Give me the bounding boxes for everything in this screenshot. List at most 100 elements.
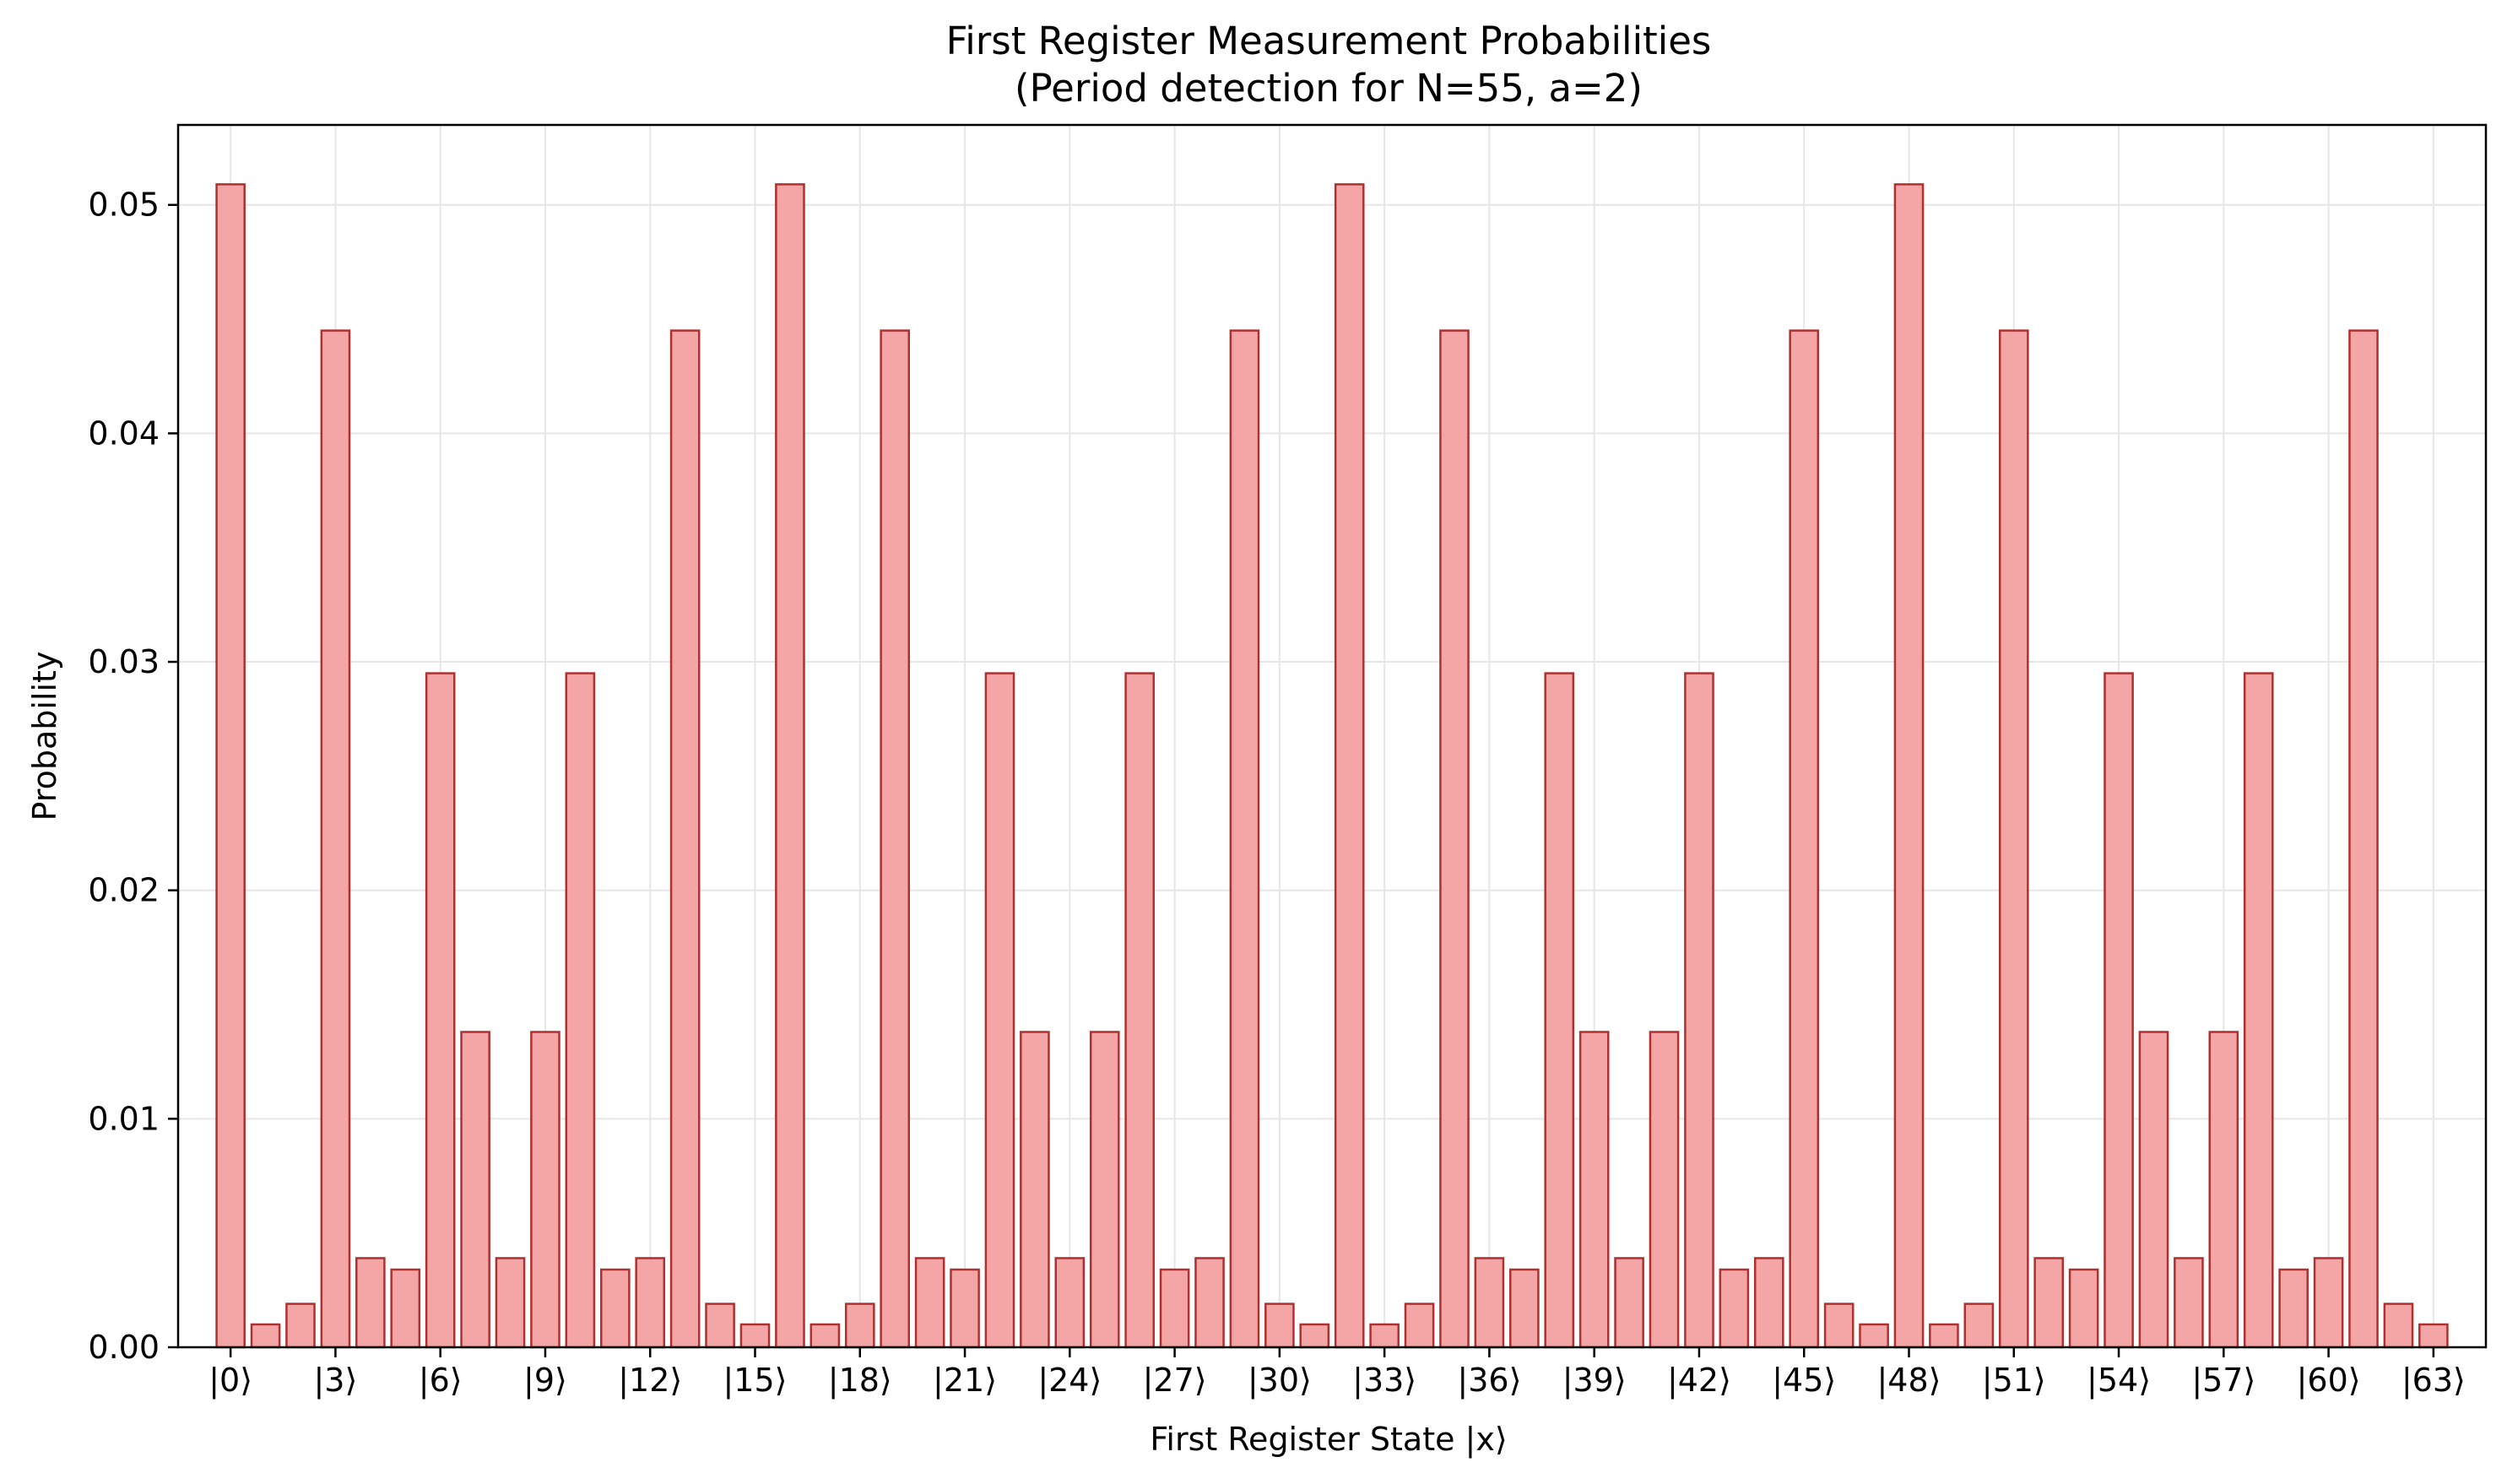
x-tick-label: |57⟩ [2191,1362,2255,1400]
bar [460,1031,490,1349]
bar [705,1303,735,1349]
bar [984,672,1015,1349]
bar [775,183,805,1349]
x-axis-label: First Register State |x⟩ [1150,1421,1507,1459]
y-axis-ticks: 0.00 0.01 0.02 0.03 0.04 0.05 [88,187,178,1366]
bar [2383,1303,2414,1349]
x-tick-label: |45⟩ [1772,1362,1836,1400]
x-tick-label: |3⟩ [314,1362,358,1400]
bar [1684,672,1714,1349]
bar [1929,1323,1959,1349]
y-tick-label: 0.04 [88,414,160,452]
bar [1054,1257,1086,1349]
bar [1369,1323,1400,1349]
bar [1859,1323,1889,1349]
bar [1509,1268,1540,1349]
plot-frame [176,123,2488,1349]
bar [1194,1257,1225,1349]
bar [1823,1303,1855,1349]
y-tick-label: 0.03 [88,643,160,680]
bar [1264,1303,1295,1349]
bar [250,1323,281,1349]
x-tick-label: |0⟩ [208,1362,252,1400]
x-tick-label: |24⟩ [1037,1362,1102,1400]
bar [1719,1268,1750,1349]
bar [2278,1268,2309,1349]
bar [1578,1031,1610,1349]
y-tick-label: 0.00 [88,1329,160,1366]
bar [2208,1031,2239,1349]
x-tick-label: |33⟩ [1352,1362,1416,1400]
bar [914,1257,945,1349]
x-tick-label: |51⟩ [1982,1362,2046,1400]
bar [2174,1257,2204,1349]
bar [1963,1303,1995,1349]
bar [844,1303,875,1349]
bar [1404,1303,1435,1349]
bar [880,329,911,1349]
bar [599,1268,631,1349]
bar [215,183,246,1349]
x-tick-label: |36⟩ [1457,1362,1521,1400]
bar [285,1303,316,1349]
x-tick-label: |42⟩ [1667,1362,1731,1400]
bar [1229,329,1260,1349]
x-tick-label: |21⟩ [933,1362,997,1400]
bar [2068,1268,2099,1349]
bar [530,1031,560,1349]
x-tick-label: |18⟩ [828,1362,892,1400]
bar [1439,329,1470,1349]
bar [809,1323,841,1349]
bar [390,1268,421,1349]
bar [2313,1257,2344,1349]
bar [1299,1323,1330,1349]
x-tick-label: |12⟩ [618,1362,682,1400]
bar [2138,1031,2169,1349]
bar [1614,1257,1644,1349]
bar [1089,1031,1120,1349]
bar [2104,672,2134,1349]
bar [425,672,456,1349]
bar [320,329,351,1349]
x-tick-label: |9⟩ [523,1362,567,1400]
x-axis-ticks: |0⟩ |3⟩ |6⟩ |9⟩ |12⟩ |15⟩ |18⟩ |21⟩ |24⟩ |27⟩ |30⟩… [208,1347,2466,1400]
bar [669,329,701,1349]
bar [565,672,596,1349]
x-tick-label: |27⟩ [1143,1362,1207,1400]
bar [950,1268,980,1349]
bar [2243,672,2274,1349]
bar [1753,1257,1784,1349]
bars [215,183,2449,1349]
bar [1649,1031,1680,1349]
chart-title: First Register Measurement Probabilities [946,19,1712,63]
bar [1789,329,1820,1349]
bar [635,1257,666,1349]
x-tick-label: |30⟩ [1248,1362,1312,1400]
bar [495,1257,526,1349]
bar [1334,183,1365,1349]
x-tick-label: |39⟩ [1562,1362,1627,1400]
bar [2033,1257,2065,1349]
bar [1159,1268,1190,1349]
bar [2418,1323,2449,1349]
x-tick-label: |63⟩ [2401,1362,2466,1400]
x-tick-label: |48⟩ [1877,1362,1941,1400]
x-tick-label: |54⟩ [2087,1362,2151,1400]
bar [2348,329,2379,1349]
y-tick-label: 0.02 [88,872,160,909]
bar [1020,1031,1050,1349]
y-axis-label: Probability [26,652,63,821]
bar [1544,672,1575,1349]
bar [1998,329,2029,1349]
x-tick-label: |15⟩ [723,1362,788,1400]
x-tick-label: |60⟩ [2297,1362,2361,1400]
bar [739,1323,771,1349]
bar [1124,672,1155,1349]
bar [355,1257,386,1349]
bar [1893,183,1925,1349]
y-tick-label: 0.01 [88,1100,160,1137]
x-tick-label: |6⟩ [419,1362,463,1400]
y-tick-label: 0.05 [88,187,160,224]
